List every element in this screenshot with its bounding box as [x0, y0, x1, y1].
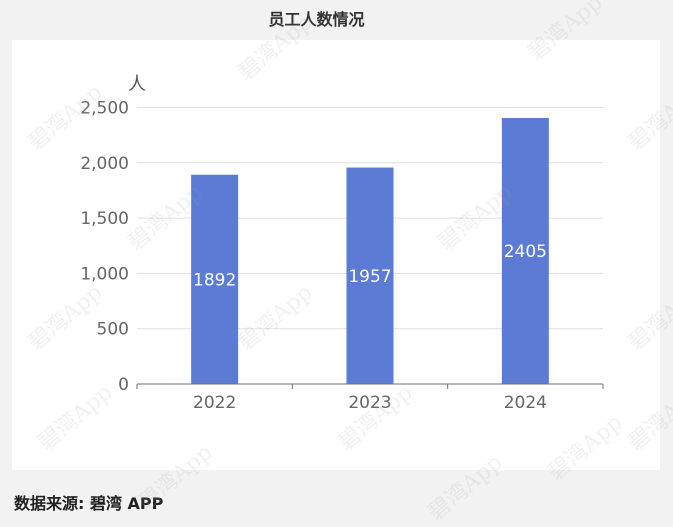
y-tick-label: 1,500: [80, 209, 129, 229]
bar: [191, 174, 239, 384]
data-label: 1892: [193, 270, 236, 290]
bar: [346, 167, 394, 384]
chart-panel: 0 500 1,000 1,500 2,000 2,500 人 1892 2022 1957 202…: [12, 40, 660, 470]
y-tick-label: 2,500: [80, 99, 129, 119]
x-tick-label: 2023: [348, 393, 391, 413]
data-label: 1957: [348, 267, 391, 287]
data-source: 数据来源: 碧湾 APP: [14, 494, 164, 513]
y-tick-label: 500: [97, 320, 129, 340]
x-tick-label: 2024: [504, 393, 547, 413]
bar-chart: 0 500 1,000 1,500 2,000 2,500 人 1892 2022 1957 202…: [80, 74, 604, 413]
bar: [501, 118, 549, 384]
y-tick-label: 0: [118, 375, 129, 395]
x-tick-label: 2022: [193, 393, 236, 413]
chart-title: 员工人数情况: [268, 10, 365, 29]
y-axis-label: 人: [128, 74, 146, 95]
data-label: 2405: [504, 242, 547, 262]
y-tick-label: 1,000: [80, 264, 129, 284]
y-tick-label: 2,000: [80, 154, 129, 174]
